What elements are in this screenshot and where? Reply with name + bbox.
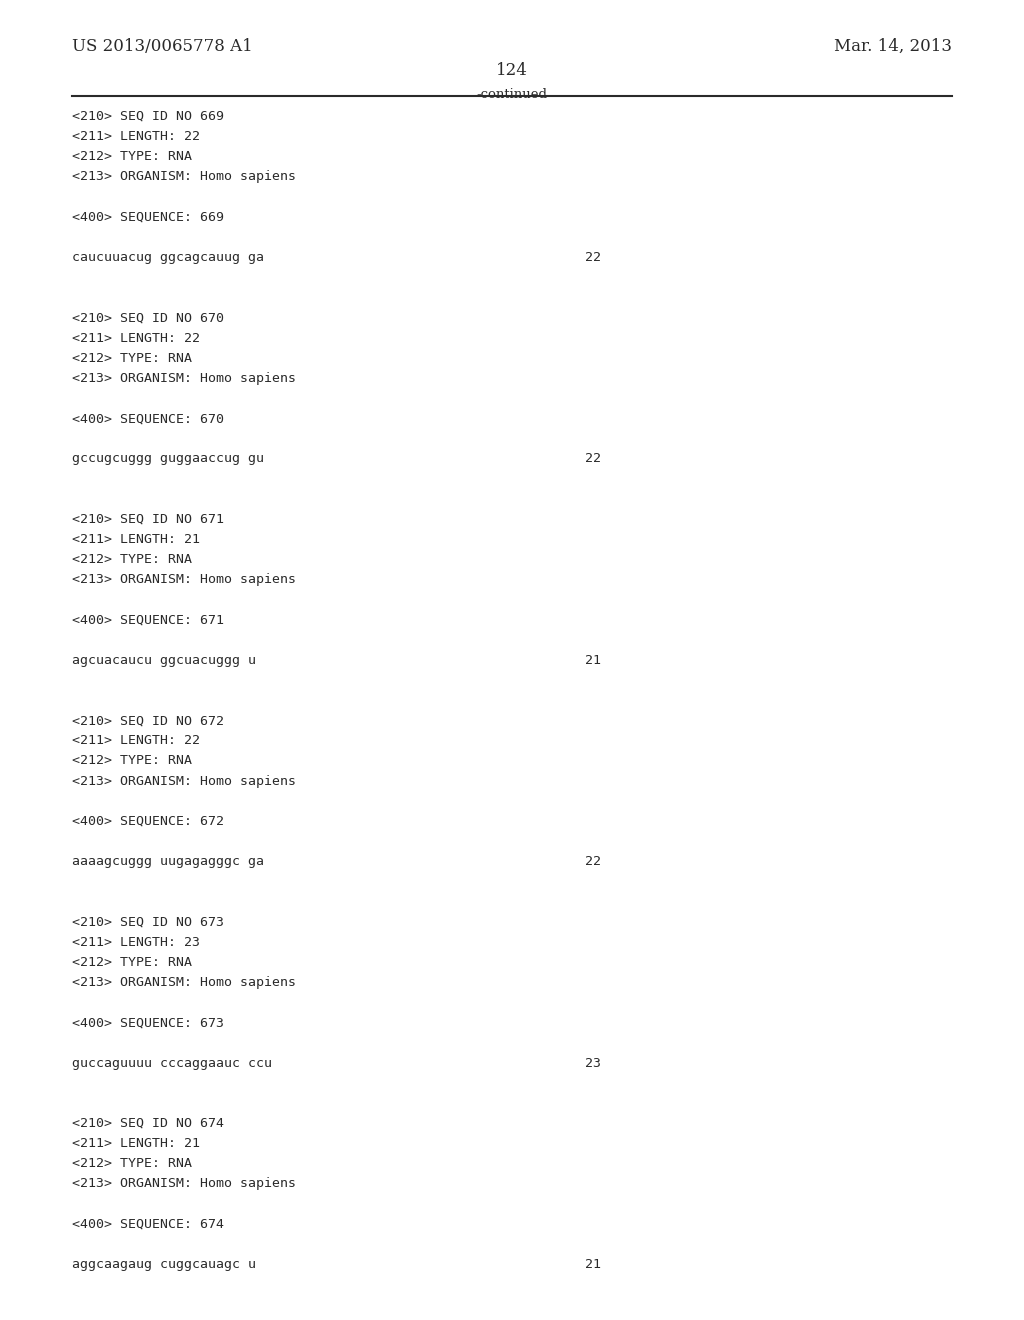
Text: 22: 22: [585, 453, 601, 466]
Text: <210> SEQ ID NO 673: <210> SEQ ID NO 673: [72, 916, 224, 928]
Text: <210> SEQ ID NO 671: <210> SEQ ID NO 671: [72, 512, 224, 525]
Text: aggcaagaug cuggcauagc u: aggcaagaug cuggcauagc u: [72, 1258, 256, 1271]
Text: <213> ORGANISM: Homo sapiens: <213> ORGANISM: Homo sapiens: [72, 1177, 296, 1191]
Text: agcuacaucu ggcuacuggg u: agcuacaucu ggcuacuggg u: [72, 653, 256, 667]
Text: <210> SEQ ID NO 669: <210> SEQ ID NO 669: [72, 110, 224, 123]
Text: 22: 22: [585, 855, 601, 869]
Text: 22: 22: [585, 251, 601, 264]
Text: <212> TYPE: RNA: <212> TYPE: RNA: [72, 755, 193, 767]
Text: Mar. 14, 2013: Mar. 14, 2013: [834, 38, 952, 55]
Text: guccaguuuu cccaggaauc ccu: guccaguuuu cccaggaauc ccu: [72, 1056, 272, 1069]
Text: <400> SEQUENCE: 674: <400> SEQUENCE: 674: [72, 1217, 224, 1230]
Text: <213> ORGANISM: Homo sapiens: <213> ORGANISM: Homo sapiens: [72, 775, 296, 788]
Text: aaaagcuggg uugagagggc ga: aaaagcuggg uugagagggc ga: [72, 855, 264, 869]
Text: <212> TYPE: RNA: <212> TYPE: RNA: [72, 351, 193, 364]
Text: US 2013/0065778 A1: US 2013/0065778 A1: [72, 38, 253, 55]
Text: -continued: -continued: [476, 88, 548, 102]
Text: 23: 23: [585, 1056, 601, 1069]
Text: <213> ORGANISM: Homo sapiens: <213> ORGANISM: Homo sapiens: [72, 372, 296, 385]
Text: <210> SEQ ID NO 674: <210> SEQ ID NO 674: [72, 1117, 224, 1130]
Text: <400> SEQUENCE: 671: <400> SEQUENCE: 671: [72, 614, 224, 627]
Text: <212> TYPE: RNA: <212> TYPE: RNA: [72, 150, 193, 164]
Text: <213> ORGANISM: Homo sapiens: <213> ORGANISM: Homo sapiens: [72, 170, 296, 183]
Text: <211> LENGTH: 21: <211> LENGTH: 21: [72, 533, 200, 546]
Text: <210> SEQ ID NO 672: <210> SEQ ID NO 672: [72, 714, 224, 727]
Text: 21: 21: [585, 1258, 601, 1271]
Text: <212> TYPE: RNA: <212> TYPE: RNA: [72, 1158, 193, 1171]
Text: <211> LENGTH: 22: <211> LENGTH: 22: [72, 734, 200, 747]
Text: <212> TYPE: RNA: <212> TYPE: RNA: [72, 956, 193, 969]
Text: <213> ORGANISM: Homo sapiens: <213> ORGANISM: Homo sapiens: [72, 573, 296, 586]
Text: <400> SEQUENCE: 672: <400> SEQUENCE: 672: [72, 814, 224, 828]
Text: <211> LENGTH: 23: <211> LENGTH: 23: [72, 936, 200, 949]
Text: <210> SEQ ID NO 675: <210> SEQ ID NO 675: [72, 1319, 224, 1320]
Text: <211> LENGTH: 22: <211> LENGTH: 22: [72, 131, 200, 143]
Text: caucuuacug ggcagcauug ga: caucuuacug ggcagcauug ga: [72, 251, 264, 264]
Text: <211> LENGTH: 21: <211> LENGTH: 21: [72, 1137, 200, 1150]
Text: <211> LENGTH: 22: <211> LENGTH: 22: [72, 331, 200, 345]
Text: <400> SEQUENCE: 673: <400> SEQUENCE: 673: [72, 1016, 224, 1030]
Text: gccugcuggg guggaaccug gu: gccugcuggg guggaaccug gu: [72, 453, 264, 466]
Text: 124: 124: [496, 62, 528, 79]
Text: 21: 21: [585, 653, 601, 667]
Text: <212> TYPE: RNA: <212> TYPE: RNA: [72, 553, 193, 566]
Text: <213> ORGANISM: Homo sapiens: <213> ORGANISM: Homo sapiens: [72, 975, 296, 989]
Text: <400> SEQUENCE: 670: <400> SEQUENCE: 670: [72, 412, 224, 425]
Text: <400> SEQUENCE: 669: <400> SEQUENCE: 669: [72, 211, 224, 223]
Text: <210> SEQ ID NO 670: <210> SEQ ID NO 670: [72, 312, 224, 325]
